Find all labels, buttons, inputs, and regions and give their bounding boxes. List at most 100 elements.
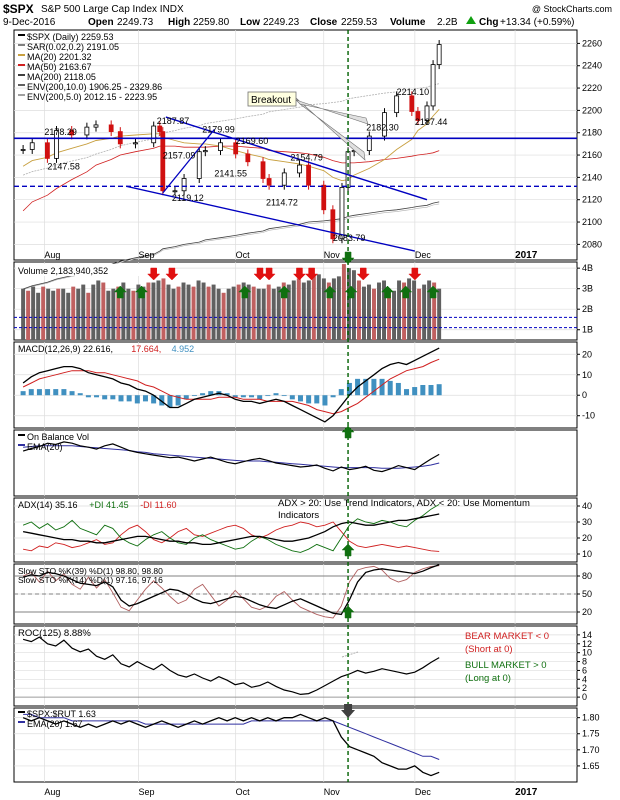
volume-bar-14	[91, 284, 96, 340]
volume-bar-26	[151, 282, 156, 340]
y-tick-label-roc-7: 14	[582, 630, 592, 640]
macd-hist-bar-15	[142, 395, 148, 402]
close-value: 2259.53	[341, 17, 378, 28]
macd-legend-2: 4.952	[172, 344, 195, 354]
price-candle-18	[233, 142, 239, 155]
y-tick-label-volume-1: 2B	[582, 304, 593, 314]
volume-panel: 1B 2B 3B 4B Volume 2,183,940,352	[14, 263, 593, 340]
volume-bar-69	[366, 284, 371, 340]
price-annotation-1: 2147.58	[47, 162, 80, 172]
price-legend-text-1: SAR(0.02,0.2) 2191.05	[27, 42, 119, 52]
volume-bar-11	[76, 288, 81, 340]
x-label-bottom-4: Dec	[415, 787, 432, 797]
volume-bar-70	[372, 288, 376, 340]
price-legend-swatch-5	[18, 84, 25, 86]
roc-bull-note-2: (Long at 0)	[465, 673, 511, 684]
price-candle-37	[436, 44, 442, 66]
x-label-top-4: Dec	[415, 250, 432, 260]
price-annotation-6: 2141.55	[214, 168, 247, 178]
adx-up-arrow	[341, 543, 355, 557]
y-tick-label-macd-3: 20	[582, 349, 592, 359]
volume-bar-5	[46, 288, 51, 340]
macd-hist-bar-26	[232, 395, 238, 398]
volume-bar-57	[306, 280, 311, 340]
price-candle-27	[339, 187, 345, 240]
sto-k14-line	[22, 565, 440, 619]
y-tick-label-roc-0: 0	[582, 692, 587, 702]
y-tick-label-price-8: 2240	[582, 61, 602, 71]
adx-legend-0: ADX(14) 35.16	[18, 500, 78, 510]
price-candle-6	[93, 124, 99, 128]
obv-line	[22, 441, 440, 473]
volume-up-arrow-4	[323, 285, 337, 299]
y-tick-label-volume-0: 1B	[582, 325, 593, 335]
price-candle-20	[260, 161, 266, 179]
volume-label: Volume	[390, 17, 426, 28]
volume-bar-39	[216, 288, 221, 340]
macd-hist-bar-3	[45, 389, 51, 396]
x-label-top-1: Sep	[139, 250, 155, 260]
macd-hist-bar-31	[273, 393, 279, 396]
open-label: Open	[88, 17, 114, 28]
y-tick-label-ratio-1: 1.70	[582, 745, 600, 755]
volume-bar-77	[407, 278, 412, 340]
volume-bar-35	[196, 280, 201, 340]
volume-bar-8	[61, 288, 66, 340]
y-tick-label-ratio-2: 1.75	[582, 729, 600, 739]
y-tick-label-price-9: 2260	[582, 38, 602, 48]
price-candle-17	[218, 142, 223, 151]
panel-frame-adx	[13, 497, 578, 563]
macd-hist-bar-19	[175, 395, 181, 406]
x-label-bottom-0: Aug	[44, 787, 60, 797]
macd-hist-bar-35	[306, 395, 312, 404]
volume-bar-0	[21, 288, 26, 340]
ratio-legend-text-1: EMA(20) 1.67	[27, 719, 83, 729]
macd-hist-bar-28	[249, 395, 255, 398]
x-axis: Aug Aug Sep Sep Oct Oct Nov Nov Dec Dec 2017 2017	[44, 250, 537, 798]
adx-line	[22, 513, 440, 546]
date-label: 9-Dec-2016	[3, 17, 56, 28]
macd-hist-bar-2	[36, 389, 42, 396]
price-candle-0	[20, 149, 26, 151]
y-tick-label-roc-6: 12	[582, 639, 592, 649]
volume-bar-41	[226, 288, 231, 340]
price-candle-26	[330, 209, 336, 240]
volume-bar-62	[331, 278, 336, 340]
volume-bar-20	[121, 282, 126, 340]
chart-header: $SPX S&P 500 Large Cap Index INDX @ Stoc…	[3, 2, 612, 28]
volume-bar-37	[206, 286, 211, 340]
obv-legend-text-1: EMA(20)	[27, 442, 63, 452]
price-candle-1	[29, 142, 35, 150]
volume-bar-64	[341, 264, 346, 340]
volume-bar-15	[96, 280, 101, 340]
volume-bar-59	[316, 274, 321, 340]
macd-hist-bar-50	[428, 385, 434, 396]
sto-up-arrow	[341, 605, 355, 619]
price-candle-24	[306, 164, 311, 186]
volume-bar-38	[211, 284, 216, 340]
volume-bar-73	[387, 288, 392, 340]
volume-up-arrow-0	[113, 285, 127, 299]
macd-hist-bar-40	[346, 382, 352, 396]
macd-hist-bar-9	[94, 395, 100, 398]
price-legend-swatch-3	[18, 64, 25, 66]
macd-signal-line	[22, 358, 440, 415]
volume-bar-78	[412, 280, 417, 340]
price-candle-36	[430, 64, 436, 107]
macd-hist-bar-16	[151, 395, 157, 404]
macd-legend-1: 17.664,	[131, 344, 161, 354]
volume-bar-40	[221, 292, 226, 340]
volume-up-arrow-7	[399, 285, 413, 299]
volume-bar-47	[256, 288, 261, 340]
annotation-overlay	[341, 30, 356, 782]
volume-bar-45	[246, 284, 251, 340]
macd-hist-bar-11	[110, 395, 116, 400]
y-tick-label-ratio-3: 1.80	[582, 713, 600, 723]
volume-bar-19	[116, 286, 121, 340]
macd-hist-bar-17	[159, 395, 165, 406]
macd-hist-bar-10	[102, 395, 108, 400]
macd-hist-bar-39	[338, 389, 344, 396]
macd-line	[22, 347, 440, 423]
volume-bar-75	[397, 280, 402, 340]
